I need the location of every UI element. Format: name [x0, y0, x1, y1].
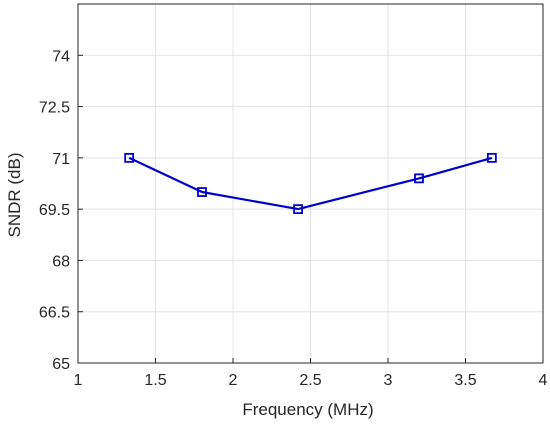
series-line	[128, 156, 493, 211]
data-point-marker	[197, 187, 207, 197]
x-tick-label: 1.5	[144, 372, 166, 389]
x-tick-label: 2.5	[299, 372, 321, 389]
x-tick-label: 2	[229, 372, 238, 389]
x-tick-labels: 1 1.5 2 2.5 3 3.5 4	[74, 372, 548, 389]
x-tick-label: 3	[384, 372, 393, 389]
axis-ticks	[77, 54, 544, 364]
y-tick-label: 68	[52, 253, 70, 270]
grid-lines	[77, 4, 544, 364]
x-tick-label: 1	[74, 372, 83, 389]
y-tick-label: 66.5	[39, 305, 70, 322]
x-tick-label: 4	[539, 372, 548, 389]
y-tick-label: 74	[52, 48, 70, 65]
data-point-marker	[124, 152, 135, 163]
y-tick-label: 65	[52, 356, 70, 373]
data-point-marker	[486, 152, 497, 163]
y-tick-label: 72.5	[39, 100, 70, 117]
data-point-marker	[414, 173, 424, 184]
y-tick-label: 69.5	[39, 202, 70, 219]
x-tick-label: 3.5	[454, 372, 476, 389]
x-axis-label: Frequency (MHz)	[242, 400, 373, 419]
series-group	[124, 152, 497, 215]
y-tick-label: 71	[52, 151, 70, 168]
y-tick-labels: 65 66.5 68 69.5 71 72.5 74	[39, 48, 70, 373]
y-axis-label: SNDR (dB)	[5, 152, 24, 237]
data-point-marker	[293, 204, 304, 215]
